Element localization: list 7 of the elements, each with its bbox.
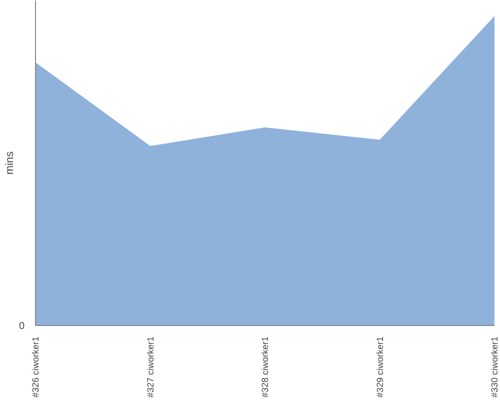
text: 0 bbox=[18, 321, 25, 332]
y-axis-title: mins bbox=[4, 150, 16, 175]
x-tick-label: #329 ciworker1 bbox=[374, 336, 385, 398]
x-tick-label: #326 ciworker1 bbox=[30, 336, 40, 398]
x-tick-label: #330 ciworker1 bbox=[490, 336, 500, 398]
x-tick-label: #327 ciworker1 bbox=[145, 336, 156, 398]
x-tick-label: #328 ciworker1 bbox=[260, 336, 270, 398]
